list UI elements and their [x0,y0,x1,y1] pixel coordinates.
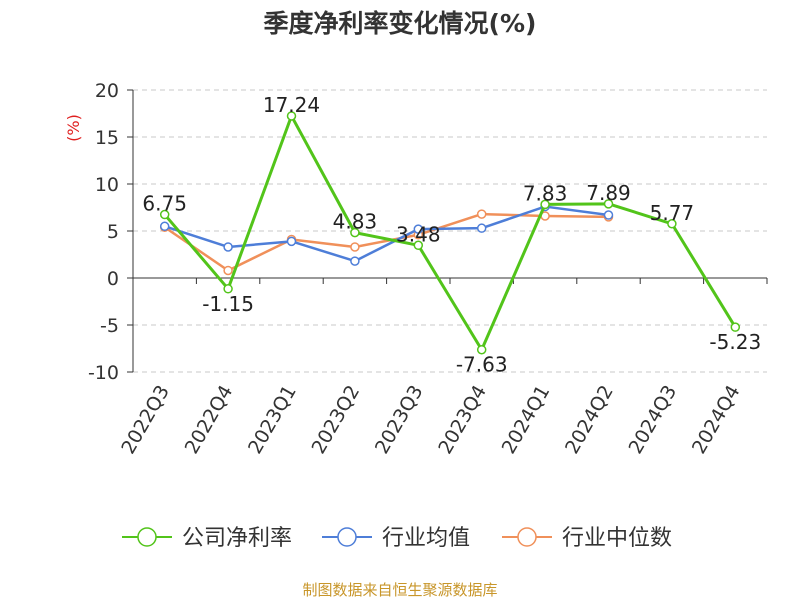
series-point-0 [730,322,741,332]
legend-swatch-marker [337,527,357,547]
legend-swatch-marker [517,527,537,547]
x-tick-labels: 2022Q3 2022Q4 2023Q1 2023Q2 2023Q3 2023Q4 2024… [117,382,744,458]
y-tick-label: 10 [95,174,119,196]
series-point-0 [223,284,233,294]
data-label: -1.15 [202,292,254,316]
x-tick-label: 2023Q4 [434,382,491,458]
legend-label: 行业中位数 [562,526,672,551]
x-tick-label: 2024Q1 [498,382,555,458]
series-point-1 [223,242,233,252]
legend-item-2[interactable]: 行业中位数 [502,526,672,551]
data-label: 5.77 [650,201,695,225]
series-point-0 [286,111,297,121]
legend-swatch-marker [137,527,157,547]
data-label: 7.83 [523,181,568,205]
series-point-2 [223,265,233,276]
axes [127,89,768,373]
x-tick-label: 2023Q2 [307,382,364,458]
x-tick-label: 2024Q2 [561,382,618,458]
grid-lines [133,89,767,373]
series-lines [159,111,741,355]
series-point-2 [350,242,360,252]
y-tick-label: -5 [100,315,119,337]
series-point-1 [476,223,487,233]
x-tick-label: 2023Q1 [244,382,301,458]
y-axis-label: (%) [64,114,83,142]
legend[interactable]: 公司净利率 行业均值 行业中位数 [122,526,672,551]
source-note: 制图数据来自恒生聚源数据库 [302,581,497,599]
x-tick-label: 2024Q3 [624,382,681,458]
series-point-2 [476,209,487,219]
data-label: 17.24 [263,93,320,117]
series-point-1 [350,256,360,266]
legend-item-1[interactable]: 行业均值 [322,526,470,551]
y-tick-label: 0 [107,268,119,290]
series-line-1 [164,205,609,263]
x-tick-label: 2022Q4 [181,382,238,458]
y-tick-labels: 20 15 10 5 0 -5 -10 [88,80,119,384]
x-tick-label: 2022Q3 [117,382,174,458]
data-label: -7.63 [456,353,508,377]
series-point-0 [540,199,550,210]
y-tick-label: 20 [95,80,119,102]
series-point-0 [159,209,170,220]
legend-label: 公司净利率 [182,526,292,551]
data-label: 3.48 [396,222,441,246]
legend-item-0[interactable]: 公司净利率 [122,526,292,551]
series-point-1 [159,221,170,232]
data-labels: 6.75 -1.15 17.24 4.83 3.48 -7.63 7.83 7.89 5.77 -… [142,93,761,377]
y-tick-label: -10 [88,362,119,384]
series-point-0 [667,219,677,229]
data-label: 7.89 [586,181,631,205]
data-label: -5.23 [709,330,761,354]
series-point-0 [413,240,424,251]
series-line-2 [163,212,609,272]
y-tick-label: 15 [95,127,119,149]
series-point-1 [413,224,424,234]
data-label: 4.83 [333,210,378,234]
x-tick-label: 2024Q4 [688,382,745,458]
series-point-1 [286,236,297,247]
chart-title: 季度净利率变化情况(%) [264,9,537,38]
series-point-0 [350,227,360,238]
data-label: 6.75 [142,192,187,216]
series-line-0 [163,114,737,352]
x-tick-label: 2023Q3 [371,382,428,458]
y-tick-label: 5 [107,221,119,243]
legend-label: 行业均值 [382,526,470,551]
series-point-0 [603,199,614,209]
series-point-0 [476,344,487,355]
series-point-1 [603,210,614,220]
